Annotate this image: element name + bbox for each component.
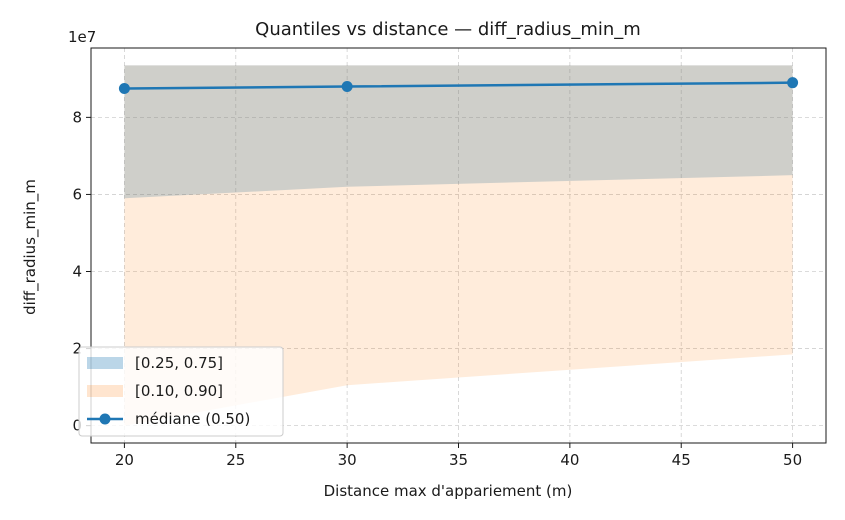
- x-tick-label: 40: [560, 451, 579, 469]
- median-point: [341, 81, 353, 93]
- x-tick-label: 50: [783, 451, 802, 469]
- legend-swatch: [87, 357, 123, 369]
- median-point: [787, 77, 799, 89]
- x-axis-ticks: 20 25 30 35 40 45 50: [115, 443, 802, 469]
- y-tick-label: 4: [72, 263, 82, 281]
- x-tick-label: 25: [226, 451, 245, 469]
- y-scale-label: 1e7: [68, 28, 96, 46]
- y-axis-label: diff_radius_min_m: [21, 179, 40, 315]
- y-tick-label: 0: [72, 417, 82, 435]
- y-tick-label: 8: [72, 108, 82, 126]
- band-iqr: [124, 65, 793, 199]
- bands: [124, 65, 793, 426]
- legend-label: médiane (0.50): [135, 410, 250, 428]
- legend: [0.25, 0.75] [0.10, 0.90] médiane (0.50): [78, 346, 284, 437]
- legend-box: [78, 346, 284, 437]
- x-tick-label: 35: [449, 451, 468, 469]
- median-point: [118, 82, 130, 94]
- x-tick-label: 30: [338, 451, 357, 469]
- y-tick-label: 2: [72, 340, 82, 358]
- x-axis-label: Distance max d'appariement (m): [324, 482, 573, 500]
- grid: [91, 48, 826, 443]
- legend-label: [0.10, 0.90]: [135, 382, 223, 400]
- chart-title: Quantiles vs distance — diff_radius_min_…: [255, 19, 641, 40]
- median-line: [118, 77, 799, 94]
- legend-swatch: [87, 385, 123, 397]
- legend-label: [0.25, 0.75]: [135, 354, 223, 372]
- y-tick-label: 6: [72, 185, 82, 203]
- band-p10-p90: [124, 65, 793, 426]
- x-tick-label: 20: [115, 451, 134, 469]
- legend-marker: [99, 413, 111, 425]
- x-tick-label: 45: [672, 451, 691, 469]
